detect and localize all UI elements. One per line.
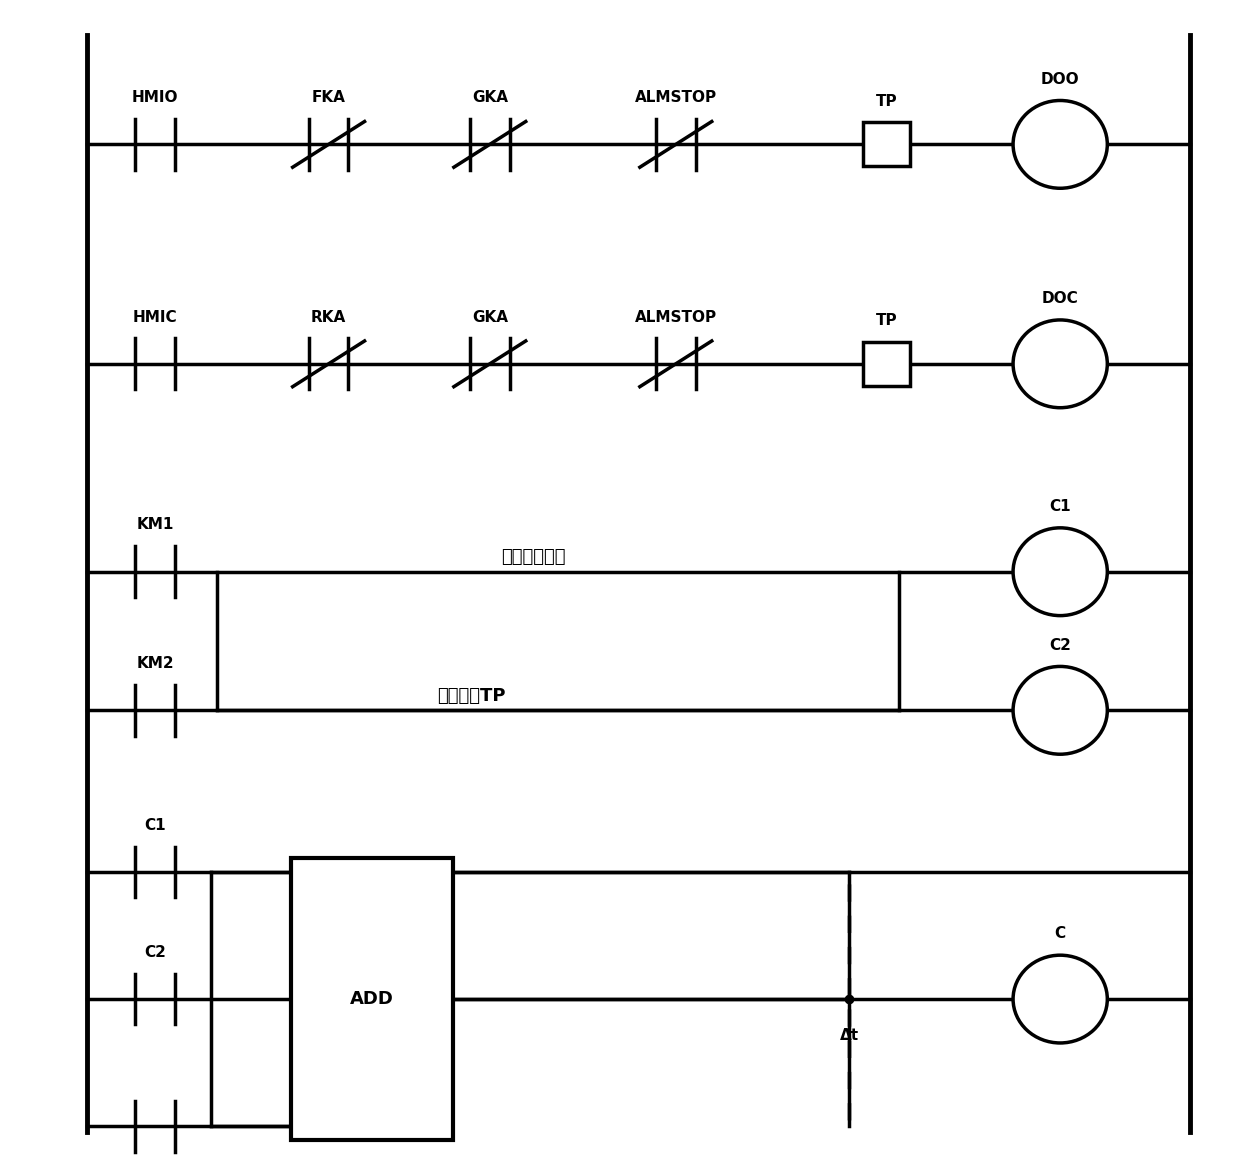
Text: HMIO: HMIO (131, 90, 179, 105)
Text: C1: C1 (1049, 499, 1071, 514)
Text: HMIC: HMIC (133, 310, 177, 325)
Text: TP: TP (875, 313, 898, 328)
Text: FKA: FKA (311, 90, 346, 105)
Text: DOC: DOC (1042, 291, 1079, 306)
Text: C: C (1055, 926, 1065, 941)
Text: GKA: GKA (471, 310, 508, 325)
Text: TP: TP (875, 94, 898, 109)
Text: RKA: RKA (311, 310, 346, 325)
Text: C1: C1 (144, 818, 166, 833)
Circle shape (1013, 100, 1107, 188)
Text: KM2: KM2 (136, 656, 174, 671)
Text: ALMSTOP: ALMSTOP (635, 90, 717, 105)
Bar (863, 122, 910, 166)
Circle shape (1013, 955, 1107, 1043)
Text: ALMSTOP: ALMSTOP (635, 310, 717, 325)
Text: Δt: Δt (839, 1028, 859, 1043)
Text: 时间脉冲TP: 时间脉冲TP (436, 686, 506, 705)
Text: ADD: ADD (350, 990, 394, 1008)
Text: KM1: KM1 (136, 517, 174, 532)
Circle shape (1013, 666, 1107, 754)
Text: C2: C2 (1049, 638, 1071, 653)
Text: DOO: DOO (1040, 72, 1080, 87)
Circle shape (1013, 528, 1107, 616)
Text: C2: C2 (144, 945, 166, 960)
Text: GKA: GKA (471, 90, 508, 105)
Circle shape (1013, 320, 1107, 408)
Bar (291, 858, 453, 1140)
Text: 阀门行程时间: 阀门行程时间 (501, 547, 565, 566)
Bar (863, 342, 910, 386)
